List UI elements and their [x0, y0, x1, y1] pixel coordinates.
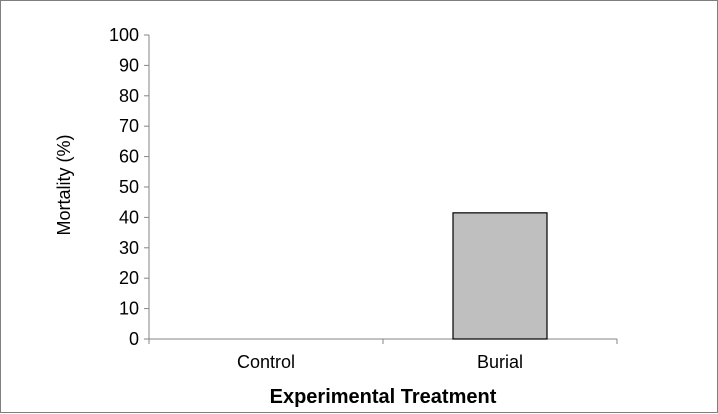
y-tick-label: 20	[119, 268, 139, 288]
bars	[452, 212, 548, 340]
y-tick-label: 80	[119, 86, 139, 106]
x-category-label: Burial	[477, 352, 523, 372]
y-tick-label: 60	[119, 147, 139, 167]
y-tick-label: 10	[119, 299, 139, 319]
x-axis: Control Burial	[148, 338, 618, 372]
y-axis-title: Mortality (%)	[54, 134, 74, 235]
y-tick-label: 100	[109, 25, 139, 45]
bar-burial	[452, 212, 548, 340]
y-tick-label: 40	[119, 207, 139, 227]
x-category-label: Control	[237, 352, 295, 372]
y-axis: 0 10 20 30 40 50 60 70 80 90 100	[109, 25, 150, 349]
x-axis-title: Experimental Treatment	[270, 386, 497, 408]
y-tick-label: 30	[119, 238, 139, 258]
y-tick-label: 0	[129, 329, 139, 349]
y-tick-label: 70	[119, 116, 139, 136]
y-tick-label: 50	[119, 177, 139, 197]
y-tick-label: 90	[119, 55, 139, 75]
